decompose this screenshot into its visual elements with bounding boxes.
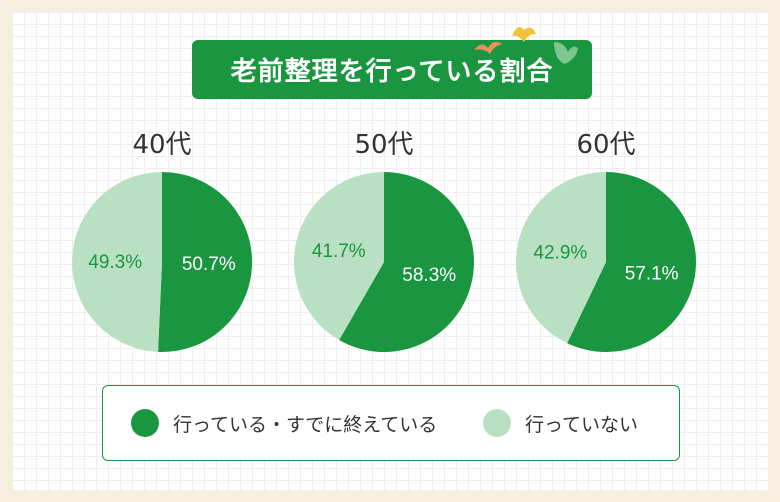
pie-chart-60s: 57.1% 42.9% — [516, 172, 697, 352]
pie-slice-60s-done — [567, 172, 697, 352]
birds-decoration-icon — [474, 27, 578, 64]
yellow-bird-icon — [512, 27, 536, 42]
chart-title: 老前整理を行っている割合 — [230, 57, 554, 87]
pie-label-40s-not-done: 49.3% — [88, 252, 142, 273]
pie-slice-40s-done — [158, 171, 253, 352]
orange-bird-icon — [474, 41, 502, 54]
pie-slice-40s-not-done — [72, 172, 162, 352]
pie-label-60s-done: 57.1% — [625, 263, 679, 284]
legend-swatch-not-done — [483, 409, 511, 437]
legend-swatch-done — [131, 409, 159, 437]
pie-label-50s-not-done: 41.7% — [312, 241, 366, 262]
pie-slice-60s-not-done — [516, 172, 606, 344]
legend-item-done: 行っている・すでに終えている — [131, 386, 437, 460]
age-label-50s: 50代 — [354, 130, 414, 160]
pie-chart-50s: 58.3% 41.7% — [293, 172, 474, 352]
legend: 行っている・すでに終えている 行っていない — [102, 385, 680, 461]
pie-slice-50s-done — [339, 172, 474, 352]
chart-title-banner: 老前整理を行っている割合 — [192, 40, 592, 99]
pie-chart-40s: 50.7% 49.3% — [72, 171, 253, 352]
green-bird-icon — [554, 42, 578, 64]
age-label-40s: 40代 — [132, 130, 192, 160]
legend-label-not-done: 行っていない — [525, 413, 639, 436]
legend-item-not-done: 行っていない — [483, 386, 638, 460]
pie-label-50s-done: 58.3% — [402, 265, 456, 286]
pie-slice-50s-not-done — [293, 172, 384, 341]
pie-label-60s-not-done: 42.9% — [533, 243, 587, 264]
pie-label-40s-done: 50.7% — [182, 254, 236, 275]
age-label-60s: 60代 — [576, 130, 636, 160]
legend-label-done: 行っている・すでに終えている — [173, 413, 438, 436]
